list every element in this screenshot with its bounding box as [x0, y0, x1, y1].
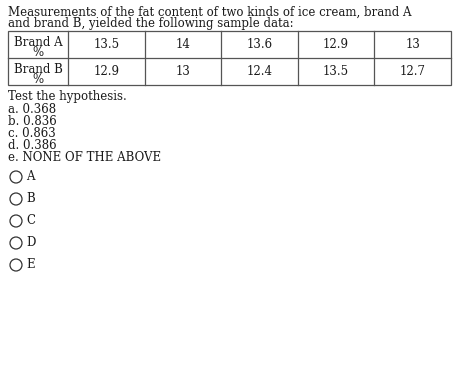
Text: e. NONE OF THE ABOVE: e. NONE OF THE ABOVE [8, 151, 161, 164]
Text: Brand B: Brand B [14, 63, 62, 76]
Text: c. 0.863: c. 0.863 [8, 127, 56, 140]
Text: D: D [26, 236, 35, 249]
Text: Test the hypothesis.: Test the hypothesis. [8, 90, 127, 103]
Text: 13: 13 [405, 38, 420, 51]
Text: C: C [26, 215, 35, 227]
Text: A: A [26, 171, 34, 183]
Text: 13.5: 13.5 [93, 38, 119, 51]
Text: and brand B, yielded the following sample data:: and brand B, yielded the following sampl… [8, 17, 294, 30]
Text: B: B [26, 193, 35, 205]
Bar [8, 31, 451, 85]
Text: 12.7: 12.7 [400, 65, 425, 78]
Text: 12.9: 12.9 [323, 38, 349, 51]
Text: 13.5: 13.5 [323, 65, 349, 78]
Text: 13: 13 [175, 65, 190, 78]
Text: 12.9: 12.9 [93, 65, 119, 78]
Text: a. 0.368: a. 0.368 [8, 103, 56, 116]
Text: %: % [33, 73, 44, 86]
Text: 12.4: 12.4 [246, 65, 273, 78]
Text: Measurements of the fat content of two kinds of ice cream, brand A: Measurements of the fat content of two k… [8, 6, 412, 19]
Text: 14: 14 [175, 38, 190, 51]
Text: 13.6: 13.6 [246, 38, 273, 51]
Text: %: % [33, 46, 44, 59]
Text: E: E [26, 258, 34, 271]
Text: Brand A: Brand A [14, 36, 62, 49]
Text: b. 0.836: b. 0.836 [8, 115, 57, 128]
Text: d. 0.386: d. 0.386 [8, 139, 56, 152]
